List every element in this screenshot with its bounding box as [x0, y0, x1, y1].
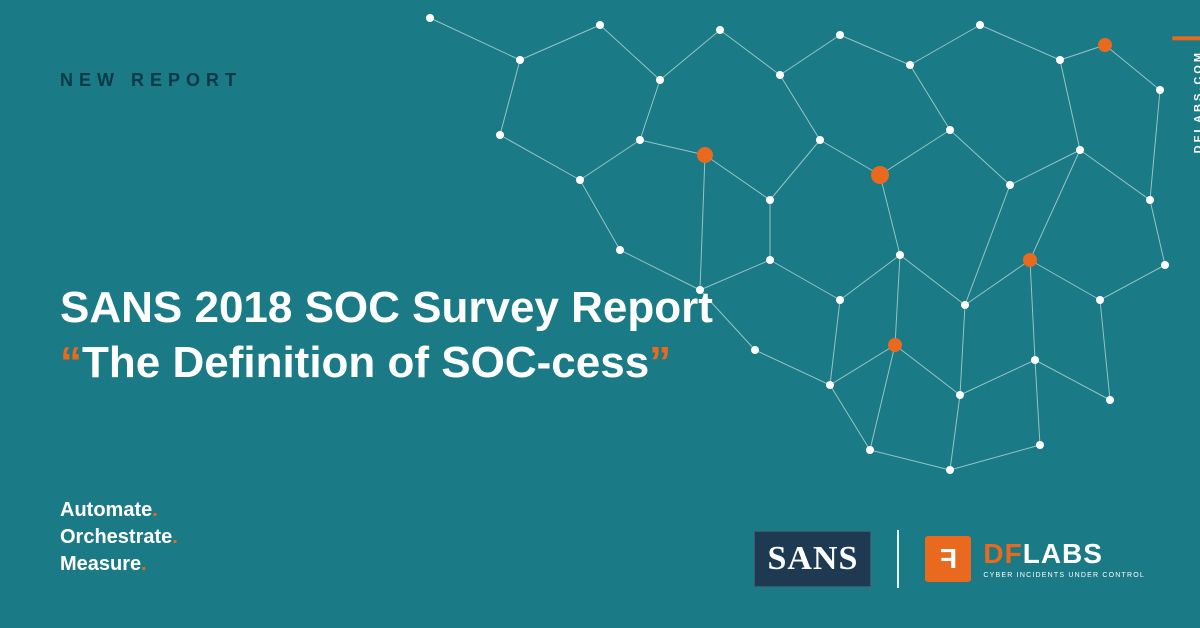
open-quote: “: [60, 338, 82, 387]
tagline-word-2: Orchestrate.: [60, 524, 178, 551]
sans-logo: SANS: [754, 531, 871, 587]
headline-quoted-text: The Definition of SOC-cess: [82, 338, 649, 387]
url-accent-bar: [1172, 36, 1200, 40]
close-quote: ”: [649, 338, 671, 387]
url-strip: DFLABS.COM: [1172, 36, 1200, 153]
logo-row: SANS F DFLABS CYBER INCIDENTS UNDER CONT…: [754, 530, 1145, 588]
tagline: Automate. Orchestrate. Measure.: [60, 497, 178, 578]
promo-card: NEW REPORT SANS 2018 SOC Survey Report “…: [0, 0, 1200, 628]
eyebrow-label: NEW REPORT: [60, 70, 242, 91]
headline-line-1: SANS 2018 SOC Survey Report: [60, 280, 713, 335]
tagline-word-3: Measure.: [60, 551, 178, 578]
dflabs-wordmark: DFLABS CYBER INCIDENTS UNDER CONTROL: [983, 540, 1145, 579]
dflabs-icon: F: [925, 536, 971, 582]
tagline-word-1: Automate.: [60, 497, 178, 524]
headline: SANS 2018 SOC Survey Report “The Definit…: [60, 280, 713, 390]
logo-divider: [897, 530, 899, 588]
headline-line-2: “The Definition of SOC-cess”: [60, 335, 713, 390]
dflabs-logo: F DFLABS CYBER INCIDENTS UNDER CONTROL: [925, 536, 1145, 582]
brand-url: DFLABS.COM: [1192, 50, 1200, 153]
